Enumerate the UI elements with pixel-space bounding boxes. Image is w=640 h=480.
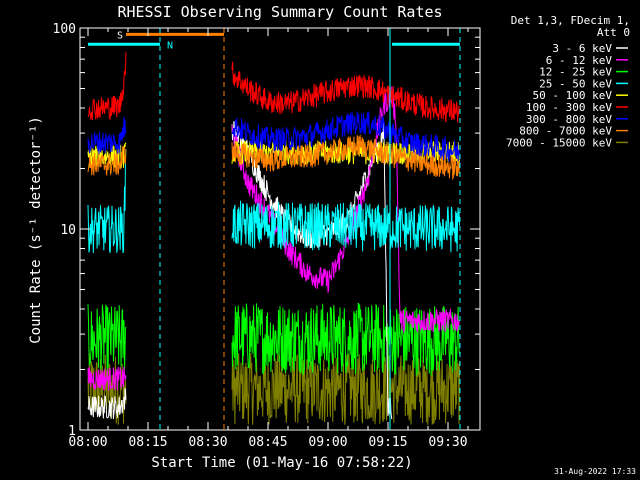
- x-tick-label: 09:15: [368, 435, 407, 450]
- legend-label: 7000 - 15000 keV: [506, 136, 612, 149]
- legend-label: 3 - 6 keV: [552, 42, 612, 55]
- series-line-3: [87, 302, 460, 376]
- saa-flag-label: S: [117, 30, 123, 41]
- y-tick-label: 100: [53, 22, 76, 37]
- series-line-6: [87, 52, 460, 123]
- axes: 08:00 08:15 08:30 08:45 09:00 09:15 09:30 1 10 10…: [53, 22, 481, 450]
- legend-header-line-2: Att 0: [597, 26, 630, 39]
- series-line-7: [87, 111, 460, 163]
- x-tick-label: 08:00: [68, 435, 107, 450]
- legend-label: 12 - 25 keV: [539, 66, 612, 79]
- legend-label: 800 - 7000 keV: [519, 125, 612, 138]
- y-axis-label: Count Rate (s⁻¹ detector⁻¹): [28, 116, 44, 344]
- legend-label: 50 - 100 keV: [533, 89, 613, 102]
- x-tick-label: 09:30: [428, 435, 467, 450]
- plot-area: SN: [87, 28, 461, 430]
- chart-title: RHESSI Observing Summary Count Rates: [117, 3, 442, 21]
- y-tick-label: 10: [60, 223, 76, 238]
- legend-label: 100 - 300 keV: [526, 101, 612, 114]
- legend-header-line-1: Det 1,3, FDecim 1,: [511, 14, 630, 27]
- legend-label: 6 - 12 keV: [546, 54, 613, 67]
- night-flag-label: N: [167, 40, 173, 51]
- footer-date: 31-Aug-2022 17:33: [554, 467, 636, 476]
- x-axis-label: Start Time (01-May-16 07:58:22): [151, 455, 412, 471]
- series-line-8: [87, 134, 460, 180]
- x-tick-label: 08:15: [128, 435, 167, 450]
- legend-label: 25 - 50 keV: [539, 77, 612, 90]
- x-tick-label: 08:45: [248, 435, 287, 450]
- series-line-1: [87, 121, 393, 420]
- legend-label: 300 - 800 keV: [526, 113, 612, 126]
- series-line-4: [87, 149, 460, 254]
- x-tick-label: 09:00: [308, 435, 347, 450]
- x-tick-label: 08:30: [188, 435, 227, 450]
- y-tick-label: 1: [68, 424, 76, 439]
